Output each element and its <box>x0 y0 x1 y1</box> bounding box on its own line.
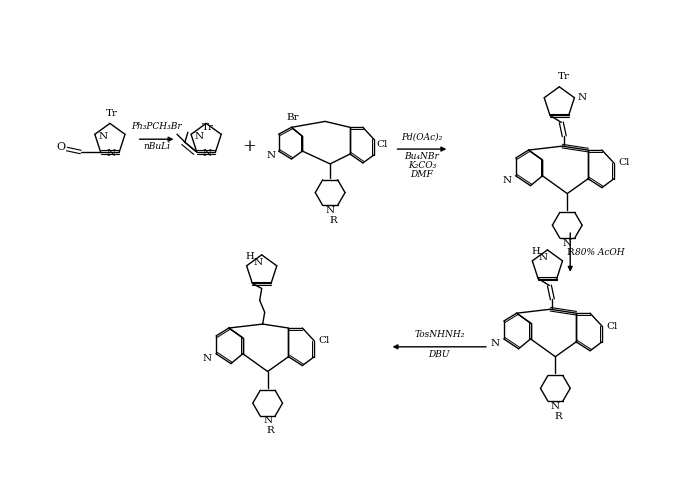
Text: R: R <box>566 248 574 258</box>
Text: O: O <box>57 142 66 152</box>
Text: N: N <box>490 339 499 348</box>
Text: nBuLi: nBuLi <box>143 142 170 151</box>
Text: Cl: Cl <box>319 337 330 345</box>
Text: H: H <box>531 247 540 256</box>
Text: N: N <box>253 258 262 267</box>
Text: R: R <box>554 412 562 420</box>
Text: DMF: DMF <box>410 170 433 179</box>
Text: +: + <box>242 138 256 155</box>
Text: N: N <box>203 354 212 363</box>
Text: R: R <box>329 216 337 225</box>
Text: Pd(OAc)₂: Pd(OAc)₂ <box>401 132 442 141</box>
Text: Cl: Cl <box>606 321 618 331</box>
Text: Cl: Cl <box>376 140 387 149</box>
Text: N: N <box>107 150 116 158</box>
Text: N: N <box>266 150 275 160</box>
Text: H: H <box>245 252 254 262</box>
Text: N: N <box>326 206 335 215</box>
Text: Br: Br <box>286 113 298 122</box>
Text: N: N <box>551 402 560 411</box>
Text: N: N <box>203 150 212 158</box>
Text: Bu₄NBr: Bu₄NBr <box>405 152 439 161</box>
Text: N: N <box>539 253 548 262</box>
Text: Ph₃PCH₃Br: Ph₃PCH₃Br <box>131 122 182 131</box>
Text: N: N <box>98 132 108 141</box>
Text: N: N <box>502 176 511 185</box>
Text: N: N <box>578 93 587 102</box>
Text: 80% AcOH: 80% AcOH <box>575 248 625 257</box>
Text: Tr: Tr <box>559 73 570 81</box>
Text: K₂CO₃: K₂CO₃ <box>408 161 436 170</box>
Text: N: N <box>263 416 272 426</box>
Text: N: N <box>194 132 203 141</box>
Text: Cl: Cl <box>618 158 630 168</box>
Text: N: N <box>563 239 572 247</box>
Text: R: R <box>267 426 275 435</box>
Text: Tr: Tr <box>202 123 214 132</box>
Text: DBU: DBU <box>428 350 450 359</box>
Text: TosNHNH₂: TosNHNH₂ <box>414 330 464 339</box>
Text: Tr: Tr <box>106 109 118 118</box>
